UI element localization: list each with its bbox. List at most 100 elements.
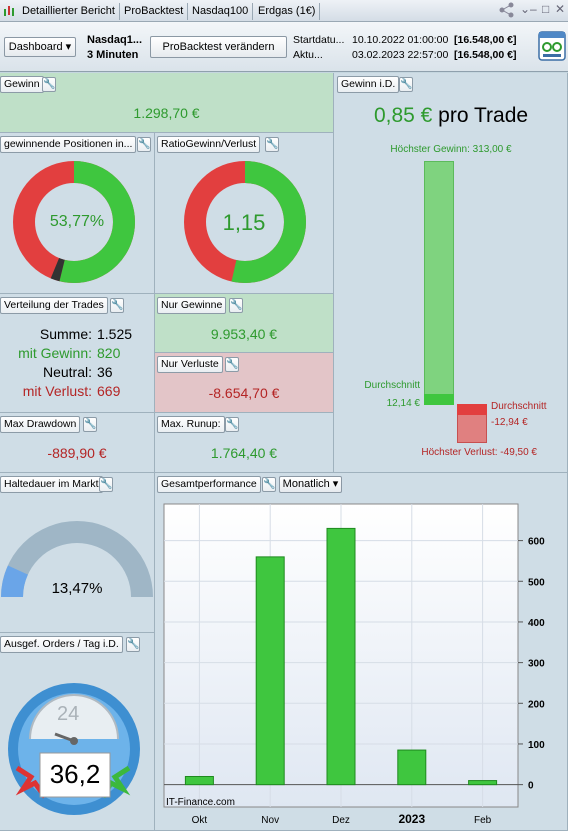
drawdown-panel: Max Drawdown 🔧 -889,90 €: [0, 413, 155, 473]
win-value: 820: [97, 345, 121, 361]
minimize-icon[interactable]: –: [530, 2, 537, 16]
gain-per-trade-suffix: pro Trade: [438, 104, 529, 127]
panel-title: Gesamtperformance: [157, 476, 261, 493]
chart-bar: [255, 556, 285, 786]
chart-bar: [184, 775, 214, 786]
y-tick-label: 500: [528, 577, 545, 588]
period-dropdown[interactable]: Monatlich ▾: [279, 476, 342, 493]
ratio-value: 1,15: [222, 210, 266, 235]
performance-chart: 0 100 200 300 400 500 600 Okt Nov Dez 2023 Feb IT-…: [163, 503, 545, 826]
gain-id-panel: Gewinn i.D. 🔧 0,85 € pro Trade Höchster …: [334, 73, 568, 473]
orders-value: 36,2: [49, 759, 101, 789]
panel-title: gewinnende Positionen in...: [0, 136, 136, 153]
panel-title: Nur Verluste: [157, 356, 223, 373]
wrench-icon[interactable]: 🔧: [110, 298, 124, 313]
panel-title: Gewinn: [0, 76, 44, 93]
report-settings-icon[interactable]: [537, 30, 567, 64]
timeframe-label: 3 Minuten: [87, 49, 139, 61]
avg-gain-label: Durchschnitt: [364, 380, 420, 391]
chart-source: IT-Finance.com: [166, 797, 235, 808]
ratio-donut: [184, 161, 306, 283]
avg-gain-value: 12,14 €: [386, 398, 420, 409]
gewinn-value: 1.298,70 €: [133, 105, 200, 121]
x-tick-label: Nov: [261, 815, 279, 826]
panel-title: Max. Runup:: [157, 416, 225, 433]
x-tick-label: Feb: [474, 815, 492, 826]
dashboard-dropdown[interactable]: Dashboard ▾: [4, 37, 76, 57]
only-losses-panel: Nur Verluste 🔧 -8.654,70 €: [155, 353, 334, 413]
loss-label: mit Verlust:: [22, 383, 92, 399]
close-icon[interactable]: ✕: [555, 2, 566, 16]
start-capital: [16.548,00 €]: [454, 34, 517, 46]
wrench-icon[interactable]: 🔧: [83, 417, 97, 432]
wrench-icon[interactable]: 🔧: [225, 417, 239, 432]
toolbar: Dashboard ▾ Nasdaq1... 3 Minuten ProBack…: [0, 22, 568, 72]
distribution-panel: Verteilung der Trades 🔧 Summe: 1.525 mit…: [0, 294, 155, 413]
share-icon[interactable]: [498, 2, 516, 21]
tab-detailed-report[interactable]: Detaillierter Bericht: [18, 3, 120, 20]
winning-percent: 53,77%: [49, 213, 105, 230]
panel-title: Gewinn i.D.: [337, 76, 400, 93]
instrument-name: Nasdaq1...: [87, 34, 143, 46]
app-logo-icon: [3, 4, 16, 17]
ratio-panel: RatioGewinn/Verlust 🔧 1,15: [155, 133, 334, 294]
gain-per-trade-value: 0,85 €: [373, 104, 433, 127]
chevron-down-icon[interactable]: ⌄: [520, 2, 531, 16]
wrench-icon[interactable]: 🔧: [399, 77, 413, 92]
start-label: Startdatu...: [293, 34, 345, 46]
sum-label: Summe:: [39, 326, 92, 342]
panel-title: Haltedauer im Markt: [0, 476, 103, 493]
avg-loss-value: -12,94 €: [491, 417, 528, 428]
holding-gauge: [1, 521, 153, 598]
panel-title: Nur Gewinne: [157, 297, 227, 314]
only-wins-value: 9.953,40 €: [210, 326, 278, 342]
dial-number: 24: [57, 703, 80, 725]
clock-icon: [8, 683, 140, 815]
performance-panel: Gesamtperformance 🔧 Monatlich ▾ 0 100 200 3…: [155, 473, 568, 831]
y-tick-label: 0: [528, 781, 534, 792]
x-tick-label: Okt: [192, 815, 208, 826]
y-tick-label: 600: [528, 537, 545, 548]
wrench-icon[interactable]: 🔧: [42, 77, 56, 92]
y-tick-label: 300: [528, 659, 545, 670]
tab-probacktest[interactable]: ProBacktest: [120, 3, 189, 20]
current-capital: [16.548,00 €]: [454, 49, 517, 61]
current-date: 03.02.2023 22:57:00: [352, 49, 449, 61]
wrench-icon[interactable]: 🔧: [225, 357, 239, 372]
only-wins-panel: Nur Gewinne 🔧 9.953,40 €: [155, 294, 334, 353]
panel-title: Max Drawdown: [0, 416, 81, 433]
drawdown-value: -889,90 €: [47, 445, 107, 461]
wrench-icon[interactable]: 🔧: [229, 298, 243, 313]
gewinn-panel: Gewinn 🔧 1.298,70 €: [0, 73, 334, 133]
gain-bar: [424, 161, 454, 405]
avg-gain-bar: [424, 394, 454, 405]
wrench-icon[interactable]: 🔧: [126, 637, 140, 652]
tab-nasdaq100[interactable]: Nasdaq100: [188, 3, 254, 20]
wrench-icon[interactable]: 🔧: [265, 137, 279, 152]
panel-title: Ausgef. Orders / Tag i.D.: [0, 636, 123, 653]
wrench-icon[interactable]: 🔧: [137, 137, 151, 152]
panel-title: RatioGewinn/Verlust: [157, 136, 261, 153]
wrench-icon[interactable]: 🔧: [262, 477, 276, 492]
start-date: 10.10.2022 01:00:00: [352, 34, 449, 46]
wrench-icon[interactable]: 🔧: [99, 477, 113, 492]
neutral-label: Neutral:: [42, 364, 92, 380]
tab-erdgas[interactable]: Erdgas (1€): [254, 3, 321, 20]
orders-panel: Ausgef. Orders / Tag i.D. 🔧 24 36,2: [0, 633, 155, 831]
neutral-value: 36: [97, 364, 113, 380]
gain-per-trade: 0,85 € pro Trade: [334, 104, 568, 128]
chart-bar: [468, 780, 498, 786]
y-tick-label: 400: [528, 618, 545, 629]
avg-loss-label: Durchschnitt: [491, 401, 547, 412]
only-losses-value: -8.654,70 €: [208, 385, 280, 401]
change-backtest-button[interactable]: ProBacktest verändern: [150, 36, 287, 58]
x-tick-label: 2023: [398, 812, 425, 826]
dashboard-label: Dashboard: [8, 41, 63, 53]
highest-loss-label: Höchster Verlust: -49,50 €: [421, 447, 537, 458]
y-tick-label: 200: [528, 699, 545, 710]
winning-positions-donut: [13, 161, 135, 283]
chart-bar: [397, 749, 427, 786]
maximize-icon[interactable]: □: [542, 2, 550, 16]
avg-loss-bar: [457, 404, 487, 415]
period-label: Monatlich: [282, 478, 330, 490]
